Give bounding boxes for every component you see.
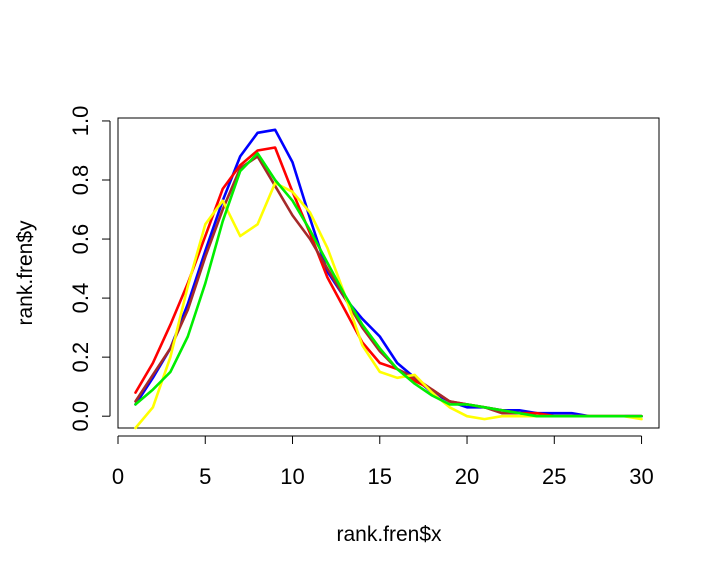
x-tick-label: 25 bbox=[542, 464, 566, 489]
y-tick-label: 1.0 bbox=[68, 106, 93, 137]
x-tick-label: 30 bbox=[629, 464, 653, 489]
y-tick-label: 0.2 bbox=[68, 342, 93, 373]
x-tick-label: 10 bbox=[280, 464, 304, 489]
x-tick-label: 0 bbox=[112, 464, 124, 489]
x-tick-label: 15 bbox=[368, 464, 392, 489]
y-axis: 0.0 0.2 0.4 0.6 0.8 1.0 bbox=[68, 106, 111, 432]
x-tick-label: 5 bbox=[199, 464, 211, 489]
series-layer bbox=[134, 128, 643, 430]
series-line bbox=[134, 128, 643, 418]
x-tick-label: 20 bbox=[455, 464, 479, 489]
y-tick-label: 0.0 bbox=[68, 401, 93, 432]
x-axis-title: rank.fren$x bbox=[336, 523, 442, 546]
series-line bbox=[134, 155, 643, 418]
y-tick-label: 0.6 bbox=[68, 224, 93, 255]
y-tick-label: 0.8 bbox=[68, 165, 93, 196]
plot-box bbox=[117, 117, 660, 429]
x-axis: 0 5 10 15 20 25 30 bbox=[112, 435, 654, 489]
y-tick-label: 0.4 bbox=[68, 283, 93, 314]
series-line bbox=[134, 152, 643, 418]
y-axis-title: rank.fren$y bbox=[14, 220, 37, 326]
